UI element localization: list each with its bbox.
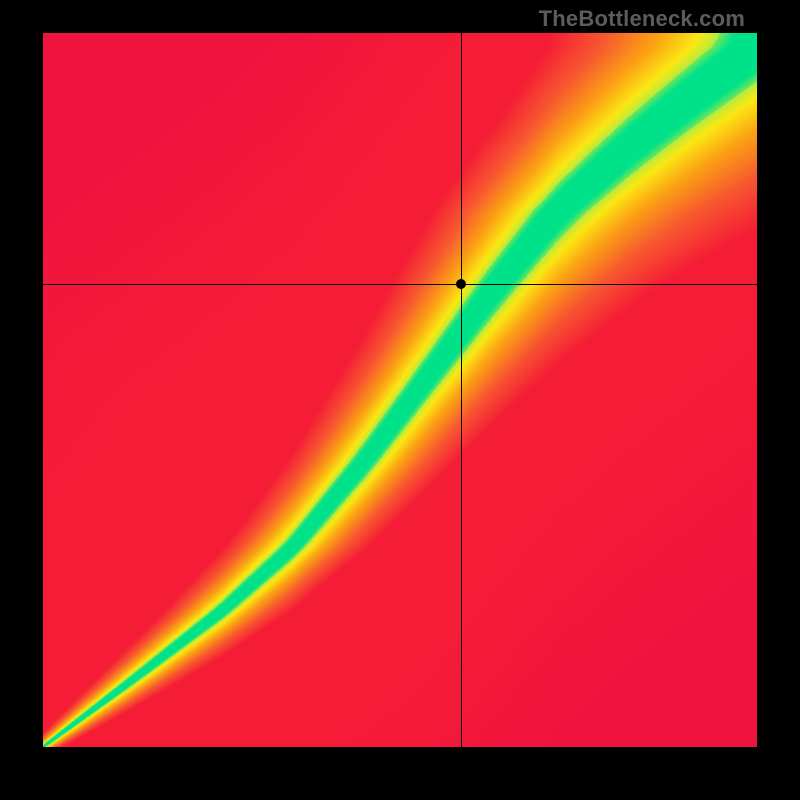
bottleneck-heatmap	[43, 33, 757, 747]
crosshair-horizontal	[43, 284, 757, 285]
root-container: TheBottleneck.com	[0, 0, 800, 800]
crosshair-vertical	[461, 33, 462, 747]
watermark-text: TheBottleneck.com	[539, 6, 745, 32]
heatmap-canvas	[43, 33, 757, 747]
selected-point-marker	[456, 279, 466, 289]
